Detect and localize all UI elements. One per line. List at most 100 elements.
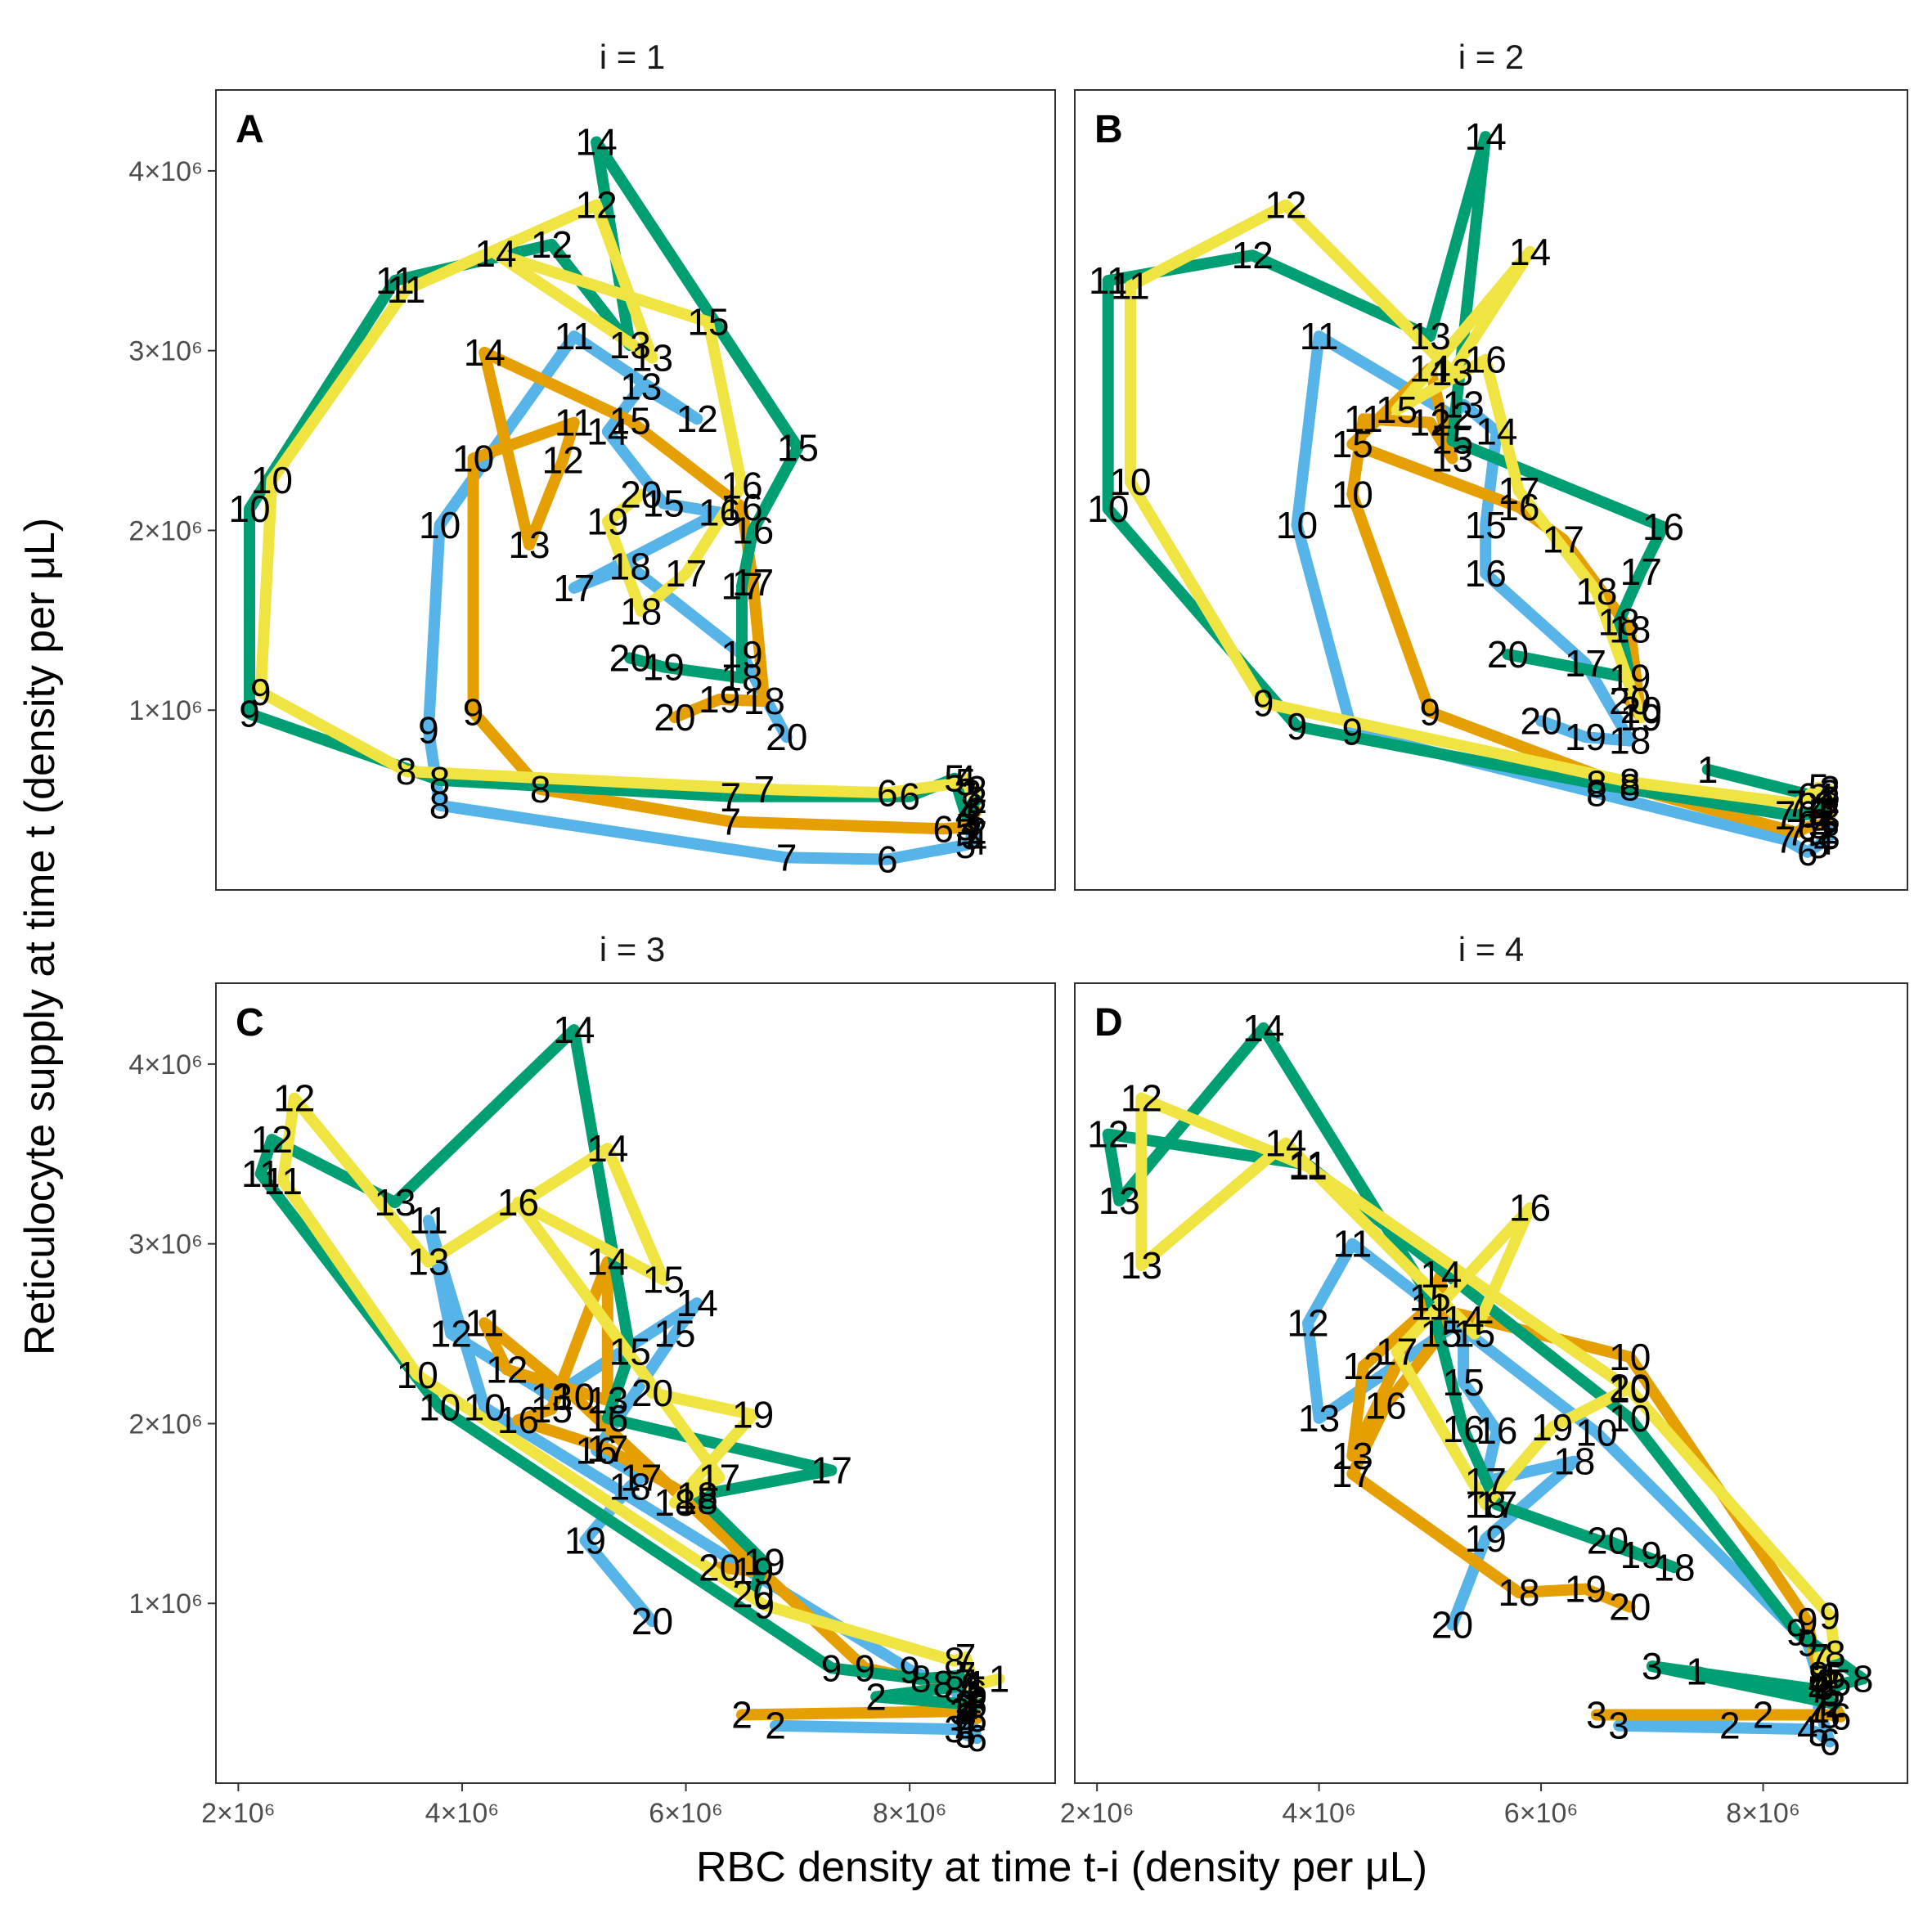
point-label: 15: [1332, 423, 1373, 465]
point-label: 4: [955, 757, 977, 800]
point-label: 6: [1831, 1696, 1852, 1738]
point-label: 15: [609, 399, 651, 442]
point-label: 9: [1797, 1600, 1818, 1642]
point-label: 11: [375, 259, 415, 302]
panel-letter-a: A: [236, 108, 264, 151]
point-label: 3: [950, 1690, 971, 1732]
point-label: 8: [396, 750, 417, 793]
point-label: 10: [464, 1386, 505, 1429]
strip-label-panel-c: i = 3: [600, 930, 666, 968]
point-label: 12: [1409, 402, 1451, 444]
point-label: 7: [955, 1654, 977, 1696]
point-label: 8: [530, 768, 551, 811]
point-label: 18: [744, 680, 785, 722]
point-label: 13: [631, 337, 673, 380]
point-label: 13: [1298, 1397, 1340, 1440]
point-label: 14: [474, 232, 516, 275]
point-label: 9: [1819, 1595, 1840, 1638]
point-label: 8: [910, 1658, 932, 1701]
point-label: 4: [955, 793, 977, 836]
panel-letter-c: C: [236, 1001, 264, 1045]
point-label: 10: [1087, 487, 1129, 530]
point-label: 12: [542, 439, 584, 482]
point-label: 8: [1808, 1658, 1830, 1701]
point-label: 20: [1487, 633, 1529, 676]
point-label: 15: [687, 301, 729, 344]
point-label: 14: [676, 1282, 718, 1324]
point-label: 20: [631, 1372, 673, 1414]
point-label: 2: [1819, 789, 1840, 832]
point-label: 12: [531, 223, 573, 266]
point-label: 1: [966, 1663, 987, 1705]
point-label: 8: [429, 784, 451, 827]
x-tick-label: 4×10⁶: [1282, 1798, 1356, 1829]
point-label: 10: [397, 1354, 438, 1396]
point-label: 8: [1808, 1654, 1830, 1696]
series-lines: [1102, 1022, 1869, 1748]
point-label: 8: [932, 1663, 954, 1705]
strip-label-panel-a: i = 1: [600, 38, 666, 76]
point-label: 20: [1521, 699, 1562, 742]
point-label: 11: [263, 1160, 303, 1202]
point-label: 6: [1819, 1672, 1840, 1714]
point-label: 3: [961, 771, 982, 814]
x-tick-label: 4×10⁶: [425, 1798, 500, 1829]
point-label: 17: [1620, 550, 1662, 593]
point-label: 5: [955, 806, 977, 848]
point-label: 9: [899, 1649, 920, 1692]
point-label: 6: [966, 1683, 987, 1725]
point-label: 18: [1653, 1546, 1695, 1588]
point-label: 5: [955, 1714, 977, 1756]
point-label: 15: [643, 1259, 685, 1301]
point-label: 20: [1609, 680, 1651, 722]
point-label: 13: [1099, 1179, 1140, 1222]
point-label: 4: [1808, 1661, 1830, 1704]
point-label: 4: [1813, 820, 1835, 863]
point-label: 3: [1819, 797, 1840, 839]
point-label: 9: [418, 708, 439, 751]
point-label: 16: [721, 486, 762, 528]
point-label: 20: [732, 1573, 774, 1615]
series-line-blue: [422, 330, 983, 865]
point-label: 3: [1813, 784, 1835, 827]
point-label: 6: [1797, 775, 1818, 818]
point-label: 14: [553, 1009, 595, 1051]
point-label: 14: [1420, 1253, 1462, 1296]
point-label: 6: [1797, 831, 1818, 874]
point-label: 5: [955, 761, 977, 803]
point-label: 3: [1642, 1645, 1663, 1687]
point-label: 19: [1531, 1406, 1573, 1449]
point-label: 4: [955, 1710, 977, 1752]
point-label: 10: [1609, 1368, 1651, 1411]
point-label: 9: [754, 1584, 775, 1626]
point-label: 3: [961, 784, 982, 827]
point-label: 19: [1609, 657, 1651, 699]
point-label: 4: [1808, 789, 1830, 832]
point-label: 9: [1786, 1611, 1808, 1653]
point-label: 7: [1786, 811, 1808, 854]
point-label: 17: [732, 561, 774, 604]
point-label: 13: [620, 366, 662, 408]
point-label: 15: [654, 1313, 695, 1355]
point-label: 8: [944, 1640, 965, 1683]
point-label: 1: [1697, 748, 1719, 791]
point-label: 10: [419, 504, 461, 546]
point-label: 2: [1753, 1694, 1774, 1737]
x-tick-label: 6×10⁶: [1504, 1798, 1579, 1829]
point-label: 14: [1476, 411, 1517, 453]
point-label: 17: [699, 1456, 740, 1498]
point-label: 20: [620, 474, 662, 516]
point-label: 16: [732, 509, 774, 551]
point-label: 9: [250, 671, 272, 713]
point-label: 6: [932, 807, 954, 850]
point-label: 5: [1825, 1654, 1846, 1696]
point-label: 9: [821, 1647, 842, 1689]
point-label: 20: [1431, 1604, 1473, 1647]
point-label: 7: [1786, 783, 1808, 825]
point-label: 17: [620, 1456, 662, 1498]
point-label: 15: [1409, 1277, 1451, 1319]
strip-label-panel-d: i = 4: [1458, 930, 1525, 968]
point-label: 11: [1288, 1145, 1328, 1188]
point-label: 20: [631, 1600, 673, 1642]
